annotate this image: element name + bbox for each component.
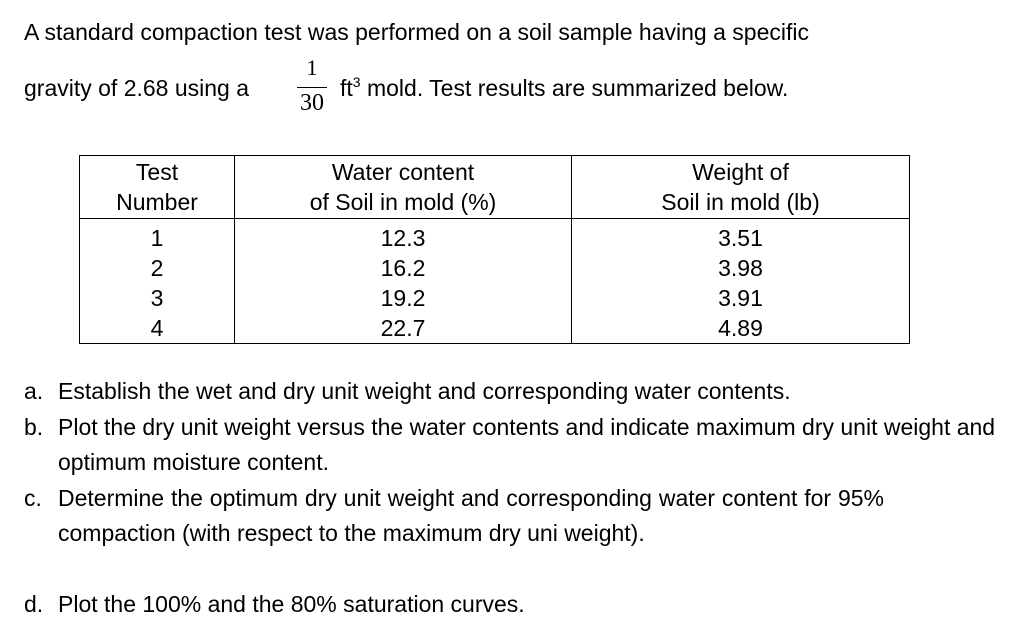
test-results-table: Test Number Water content of Soil in mold … xyxy=(79,155,910,344)
intro-line-1: A standard compaction test was performed… xyxy=(24,19,809,45)
test-number-cell: 4 xyxy=(79,313,235,344)
soil-weight-cell: 3.98 xyxy=(571,253,910,283)
water-content-cell: 22.7 xyxy=(234,313,572,344)
water-content-cell: 16.2 xyxy=(234,253,572,283)
header-text: Number xyxy=(116,189,198,215)
header-text: of Soil in mold (%) xyxy=(309,189,497,215)
fraction-bar xyxy=(297,87,327,88)
water-content-cell: 12.3 xyxy=(234,218,572,253)
soil-weight-cell: 4.89 xyxy=(571,313,910,344)
table-header-row: Test Number Water content of Soil in mold … xyxy=(79,155,910,219)
question-label: a. xyxy=(24,378,44,404)
header-text: Soil in mold (lb) xyxy=(661,189,820,215)
test-number-cell: 1 xyxy=(79,218,235,253)
question-label: b. xyxy=(24,414,44,440)
question-label: c. xyxy=(24,485,42,511)
header-water-content: Water content of Soil in mold (%) xyxy=(234,155,572,219)
question-text: Plot the dry unit weight versus the wate… xyxy=(58,414,996,475)
table-row: 4 22.7 4.89 xyxy=(79,313,910,344)
test-number-cell: 3 xyxy=(79,283,235,313)
question-text: Determine the optimum dry unit weight an… xyxy=(58,485,884,546)
header-soil-weight: Weight of Soil in mold (lb) xyxy=(571,155,910,219)
table-row: 3 19.2 3.91 xyxy=(79,283,910,313)
unit-exponent: 3 xyxy=(352,74,361,90)
header-test-number: Test Number xyxy=(79,155,235,219)
test-number-cell: 2 xyxy=(79,253,235,283)
question-label: d. xyxy=(24,591,44,617)
question-b: b. Plot the dry unit weight versus the w… xyxy=(24,410,1014,480)
fraction-numerator: 1 xyxy=(306,55,318,80)
question-text: Plot the 100% and the 80% saturation cur… xyxy=(58,591,525,617)
question-a: a. Establish the wet and dry unit weight… xyxy=(24,374,791,409)
header-text: Water content xyxy=(331,159,475,185)
question-d: d. Plot the 100% and the 80% saturation … xyxy=(24,587,525,622)
fraction-denominator: 30 xyxy=(300,90,324,116)
header-text: Weight of xyxy=(692,159,789,185)
soil-weight-cell: 3.51 xyxy=(571,218,910,253)
header-text: Test xyxy=(135,159,179,185)
intro-line-2-end: ft3 mold. Test results are summarized be… xyxy=(340,75,788,102)
table-row: 2 16.2 3.98 xyxy=(79,253,910,283)
intro-line-2-rest: mold. Test results are summarized below. xyxy=(360,75,789,101)
water-content-cell: 19.2 xyxy=(234,283,572,313)
question-text: Establish the wet and dry unit weight an… xyxy=(58,378,791,404)
table-row: 1 12.3 3.51 xyxy=(79,218,910,253)
soil-weight-cell: 3.91 xyxy=(571,283,910,313)
intro-line-2-start: gravity of 2.68 using a xyxy=(24,75,250,101)
mold-volume-fraction: 1 30 xyxy=(295,57,329,116)
question-c: c. Determine the optimum dry unit weight… xyxy=(24,481,884,551)
volume-unit: ft xyxy=(340,75,353,101)
